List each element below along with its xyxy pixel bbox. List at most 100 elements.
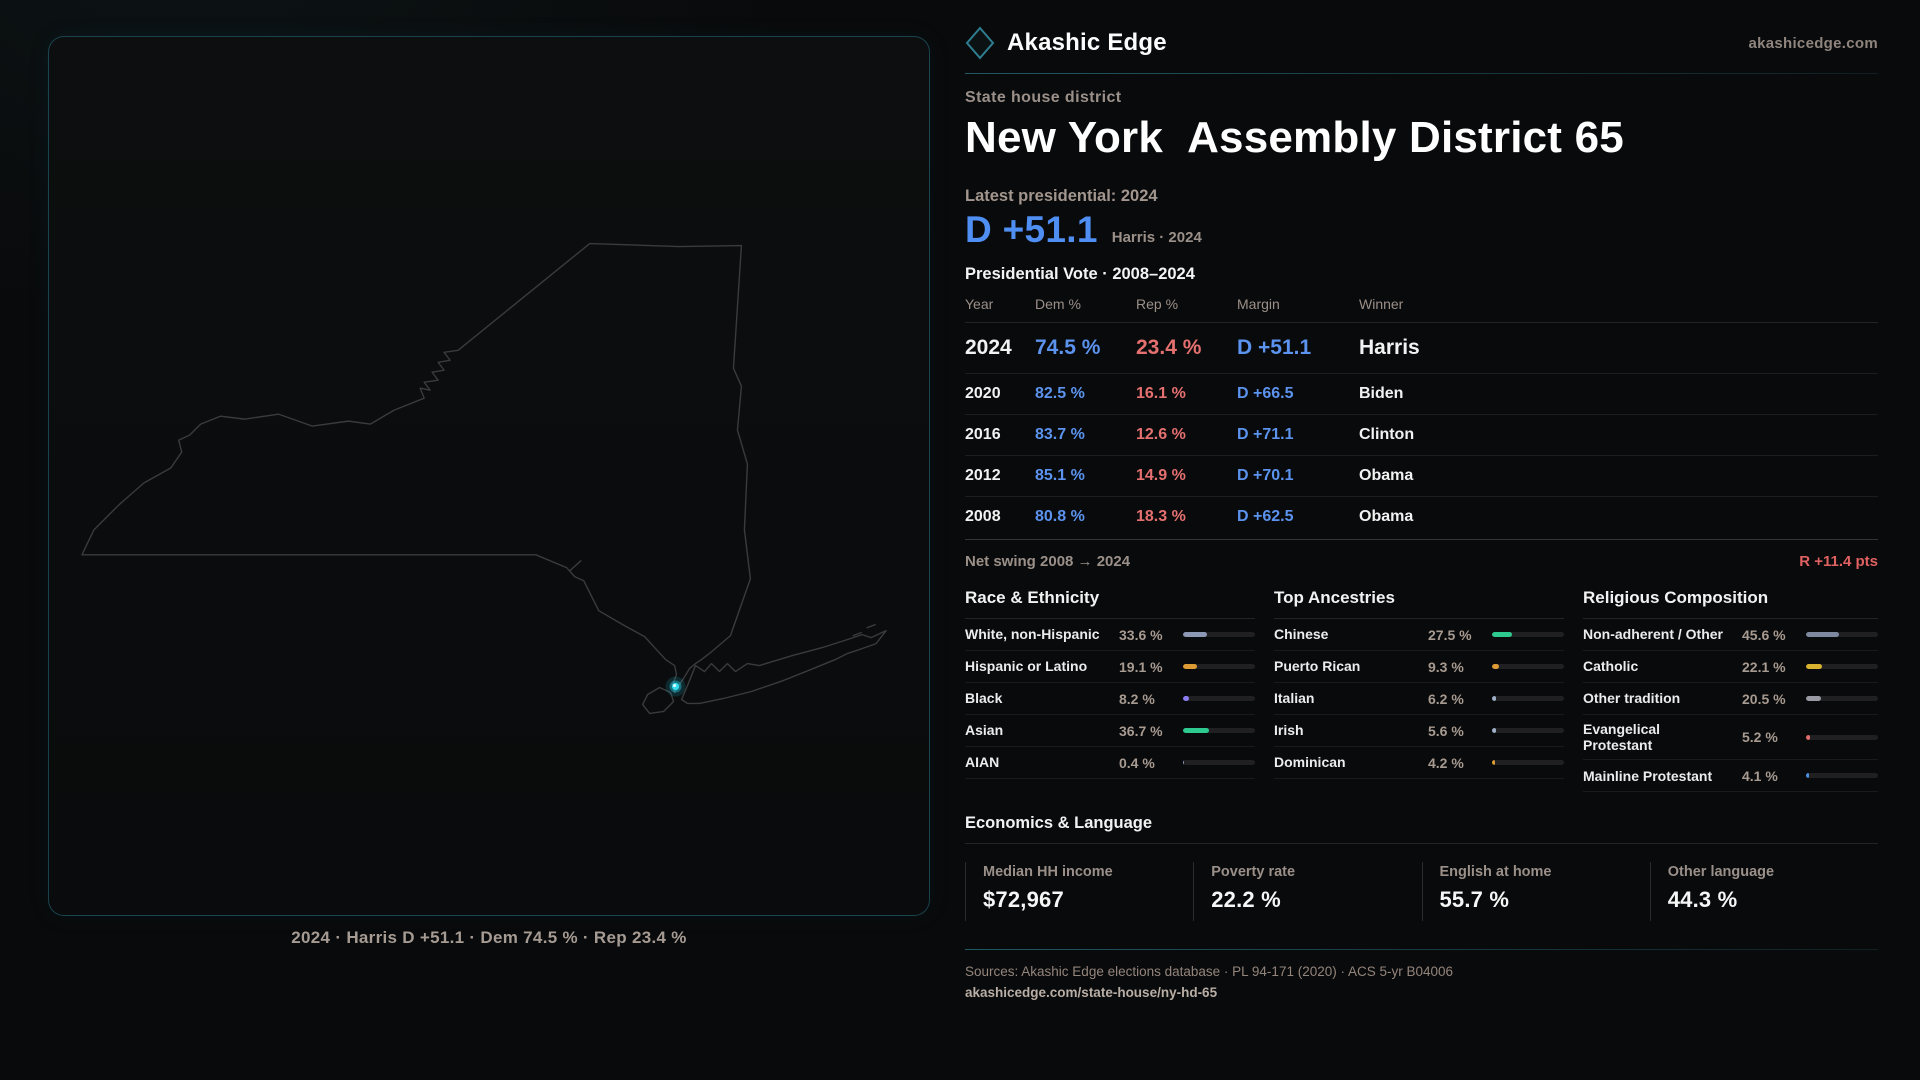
- page-title: New York Assembly District 65: [965, 113, 1878, 163]
- pres-cell-year: 2012: [965, 467, 1001, 484]
- demo-label: Irish: [1274, 722, 1304, 739]
- econ-stat: English at home 55.7 %: [1421, 862, 1650, 922]
- demo-row: Puerto Rican 9.3 %: [1274, 651, 1564, 683]
- demo-bar: [1183, 664, 1255, 669]
- pres-table-row: 2020 82.5 % 16.1 % D +66.5 Biden: [965, 374, 1878, 415]
- diamond-logo-icon: [965, 26, 995, 60]
- demo-row: Italian 6.2 %: [1274, 683, 1564, 715]
- demo-value: 45.6 %: [1742, 626, 1786, 643]
- map-panel: [48, 36, 930, 916]
- pres-cell-margin: D +51.1: [1237, 336, 1312, 359]
- pres-table-header: Year Dem % Rep % Margin Winner: [965, 296, 1878, 323]
- district-report-panel: Akashic Edge akashicedge.com State house…: [965, 0, 1878, 1000]
- pres-table-title: Presidential Vote · 2008–2024: [965, 265, 1195, 283]
- headline-margin-detail: Harris · 2024: [1111, 229, 1202, 246]
- demo-value: 4.2 %: [1428, 754, 1464, 771]
- demo-value: 8.2 %: [1119, 690, 1155, 707]
- col-margin: Margin: [1237, 296, 1280, 312]
- pres-cell-year: 2016: [965, 426, 1001, 443]
- headline-margin-value: D +51.1: [965, 209, 1098, 250]
- demo-bar: [1806, 696, 1878, 701]
- econ-stat-label: Median HH income: [983, 864, 1113, 881]
- pres-cell-rep: 18.3 %: [1136, 508, 1186, 525]
- permalink[interactable]: akashicedge.com/state-house/ny-hd-65: [965, 985, 1218, 1001]
- demo-bar: [1492, 728, 1564, 733]
- demo-row: Black 8.2 %: [965, 683, 1255, 715]
- demo-label: Asian: [965, 722, 1004, 739]
- demo-value: 5.6 %: [1428, 722, 1464, 739]
- pres-cell-rep: 16.1 %: [1136, 385, 1186, 402]
- demo-row: Dominican 4.2 %: [1274, 747, 1564, 779]
- pres-cell-dem: 74.5 %: [1035, 336, 1101, 359]
- demo-bar: [1492, 760, 1564, 765]
- brand-domain-link[interactable]: akashicedge.com: [1748, 34, 1878, 52]
- pres-cell-rep: 12.6 %: [1136, 426, 1186, 443]
- staten-island-outline: [641, 686, 675, 715]
- col-year: Year: [965, 296, 994, 312]
- pres-table-row: 2012 85.1 % 14.9 % D +70.1 Obama: [965, 456, 1878, 497]
- demo-label: Chinese: [1274, 626, 1329, 643]
- demo-row: Chinese 27.5 %: [1274, 619, 1564, 651]
- district-dot: [665, 676, 686, 697]
- demo-label: Catholic: [1583, 658, 1639, 675]
- econ-stat-value: 55.7 %: [1439, 887, 1510, 913]
- econ-stats: Median HH income $72,967 Poverty rate 22.2 …: [965, 862, 1878, 922]
- pres-cell-win: Biden: [1359, 385, 1404, 402]
- net-swing-value: R +11.4 pts: [1799, 553, 1878, 570]
- sources-line: Sources: Akashic Edge elections database…: [965, 964, 1454, 980]
- net-swing-row: Net swing 2008 → 2024 R +11.4 pts: [965, 539, 1878, 570]
- demo-row: White, non-Hispanic 33.6 %: [965, 619, 1255, 651]
- section-title: Religious Composition: [1583, 588, 1878, 619]
- demo-bar: [1183, 632, 1255, 637]
- pres-cell-margin: D +62.5: [1237, 508, 1294, 525]
- section-race-ethnicity: Race & Ethnicity White, non-Hispanic 33.6…: [965, 588, 1255, 792]
- pres-cell-margin: D +71.1: [1237, 426, 1294, 443]
- demo-bar: [1806, 734, 1878, 740]
- demo-bar: [1183, 696, 1255, 701]
- demo-value: 5.2 %: [1742, 729, 1778, 746]
- brand-name: Akashic Edge: [1007, 29, 1167, 56]
- pres-cell-dem: 80.8 %: [1035, 508, 1085, 525]
- econ-stat-label: Poverty rate: [1211, 864, 1296, 881]
- econ-stat-value: $72,967: [983, 887, 1064, 913]
- demo-row: Evangelical Protestant 5.2 %: [1583, 715, 1878, 761]
- col-dem: Dem %: [1035, 296, 1081, 312]
- demo-label: Evangelical Protestant: [1583, 721, 1661, 754]
- pres-cell-win: Harris: [1359, 336, 1420, 359]
- latest-presidential-label: Latest presidential: 2024: [965, 187, 1158, 205]
- demo-bar: [1806, 632, 1878, 637]
- pres-cell-year: 2024: [965, 336, 1012, 359]
- pres-cell-dem: 83.7 %: [1035, 426, 1085, 443]
- economics-title: Economics & Language: [965, 814, 1878, 845]
- demo-value: 20.5 %: [1742, 690, 1786, 707]
- demo-value: 22.1 %: [1742, 658, 1786, 675]
- demo-label: Puerto Rican: [1274, 658, 1361, 675]
- demo-value: 19.1 %: [1119, 658, 1163, 675]
- demo-value: 6.2 %: [1428, 690, 1464, 707]
- page-title-rest: Assembly District 65: [1187, 113, 1624, 162]
- map-caption: 2024 · Harris D +51.1 · Dem 74.5 % · Rep…: [291, 928, 687, 947]
- new-york-state-map: [81, 242, 887, 715]
- district-kicker: State house district: [965, 89, 1122, 106]
- pres-cell-year: 2008: [965, 508, 1001, 525]
- demo-row: Irish 5.6 %: [1274, 715, 1564, 747]
- econ-stat: Other language 44.3 %: [1649, 862, 1878, 922]
- demo-value: 36.7 %: [1119, 722, 1163, 739]
- econ-stat: Poverty rate 22.2 %: [1193, 862, 1421, 922]
- section-title: Top Ancestries: [1274, 588, 1564, 619]
- demo-label: Non-adherent / Other: [1583, 626, 1724, 643]
- headline-margin-row: D +51.1 Harris · 2024: [965, 209, 1878, 251]
- demo-label: Black: [965, 690, 1003, 707]
- pres-cell-rep: 14.9 %: [1136, 467, 1186, 484]
- demo-label: Hispanic or Latino: [965, 658, 1088, 675]
- demo-label: Dominican: [1274, 754, 1346, 771]
- demo-bar: [1183, 728, 1255, 733]
- demo-row: AIAN 0.4 %: [965, 747, 1255, 779]
- report-header: Akashic Edge akashicedge.com: [965, 0, 1878, 73]
- header-divider: [965, 73, 1878, 74]
- pres-cell-win: Obama: [1359, 508, 1414, 525]
- demo-label: AIAN: [965, 754, 1000, 771]
- section-economics-language: Economics & Language Median HH income $72…: [965, 814, 1878, 922]
- page-title-state: New York: [965, 113, 1164, 162]
- demo-bar: [1806, 664, 1878, 669]
